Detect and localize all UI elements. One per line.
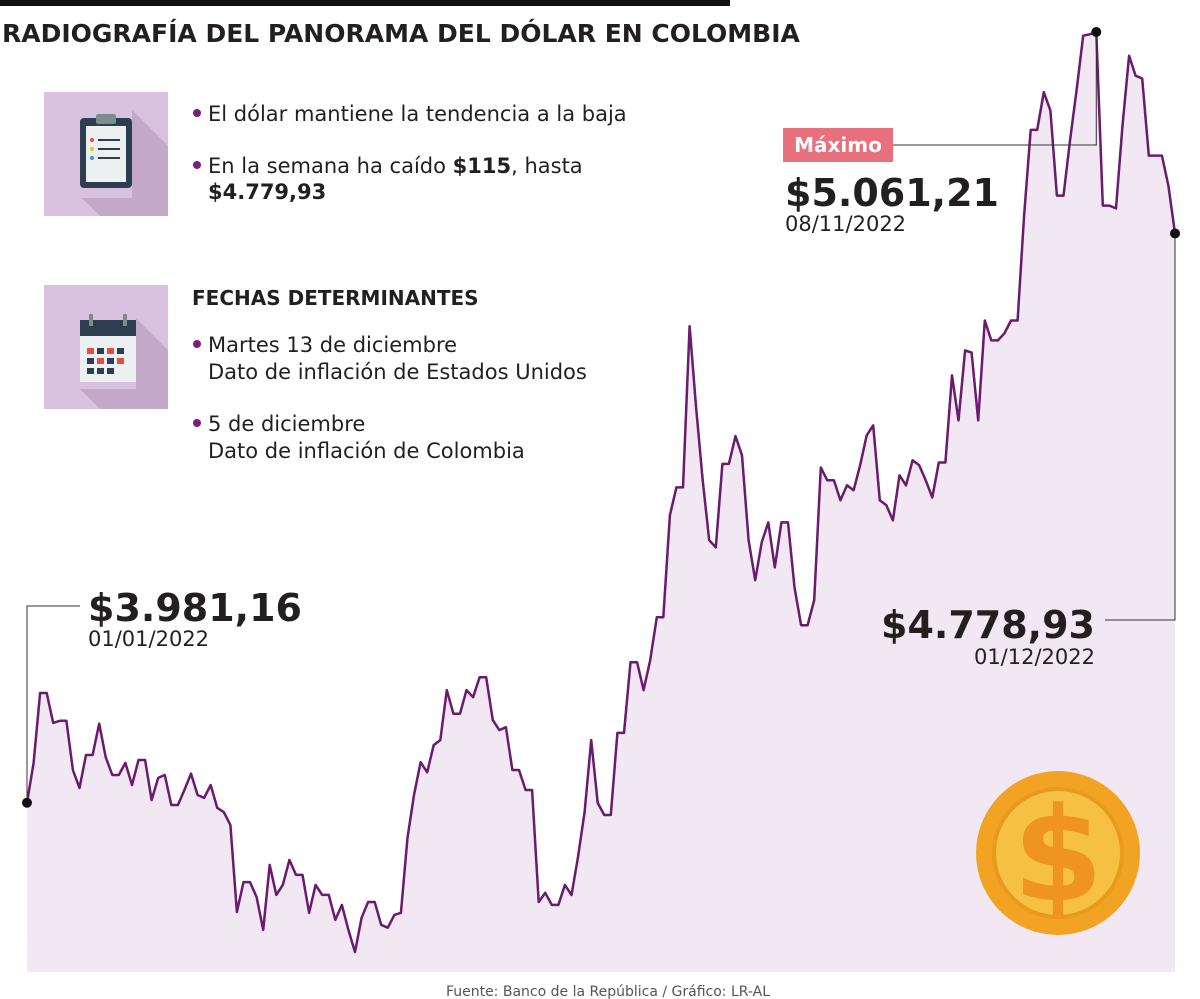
title: RADIOGRAFÍA DEL PANORAMA DEL DÓLAR EN CO… (2, 18, 801, 48)
point-marker (1091, 27, 1102, 37)
annotation-date: 01/12/2022 (974, 645, 1095, 669)
point-marker (22, 797, 32, 808)
price-line (25, 30, 1177, 954)
text-part: $115 (453, 154, 511, 178)
bullet-text: El dólar mantiene la tendencia a la baja (208, 102, 627, 126)
chart-area (25, 30, 1177, 972)
bullet-text: $4.779,93 (208, 180, 326, 204)
text-part: , hasta (511, 154, 583, 178)
annotation-value: $4.778,93 (881, 603, 1095, 647)
bullet-dot (193, 161, 201, 169)
source: Fuente: Banco de la República / Gráfico:… (446, 984, 770, 999)
text-part: En la semana ha caído (208, 154, 453, 178)
area-fill (27, 32, 1175, 972)
date: 5 de diciembre (208, 412, 365, 436)
dates-heading: FECHAS DETERMINANTES (192, 286, 479, 310)
annotation-date: 08/11/2022 (785, 212, 906, 236)
point-marker (1170, 228, 1180, 239)
bullet-dot (193, 419, 201, 427)
calendar-icon (44, 285, 168, 409)
connector (26, 605, 80, 803)
date: Martes 13 de diciembre (208, 333, 457, 357)
bullet-text: En la semana ha caído $115, hasta (208, 154, 583, 178)
annotation-value: $5.061,21 (785, 171, 999, 215)
annotations: $3.981,16 01/01/2022 Máximo $5.061,21 08… (26, 32, 1176, 803)
annotation-date: 01/01/2022 (88, 627, 209, 651)
svg-text:$: $ (1013, 779, 1103, 931)
tag-box (783, 128, 893, 162)
coin: $ (976, 771, 1140, 935)
clipboard-icon (44, 92, 168, 216)
date-detail: Dato de inflación de Colombia (208, 439, 525, 463)
connector (893, 32, 1097, 146)
bullet-dot (193, 109, 201, 117)
bullets: El dólar mantiene la tendencia a la baja… (192, 102, 627, 463)
tag: Máximo (794, 133, 882, 157)
top-rule (0, 0, 730, 6)
bullet-dot (193, 340, 201, 348)
connector (1105, 233, 1176, 621)
annotation-value: $3.981,16 (88, 586, 302, 630)
date-detail: Dato de inflación de Estados Unidos (208, 360, 587, 384)
